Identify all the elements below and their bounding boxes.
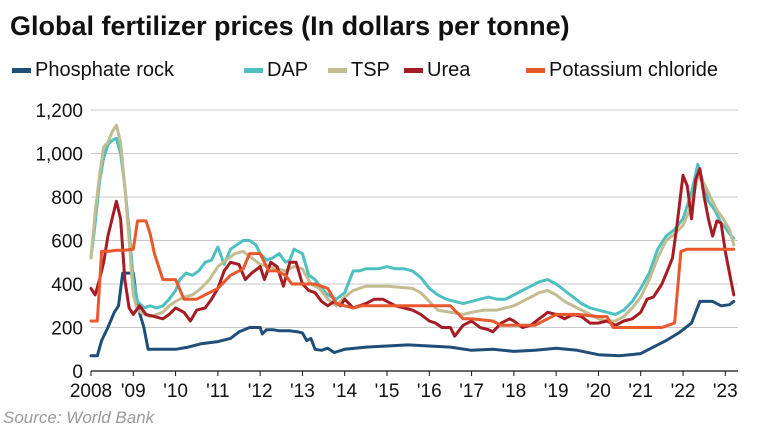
y-tick-label-800: 800 xyxy=(51,188,83,209)
legend-label-dap: DAP xyxy=(267,58,309,81)
legend-swatch-dap xyxy=(244,67,263,73)
x-tick-label-2015: '15 xyxy=(375,381,400,402)
x-tick-label-2010: '10 xyxy=(163,381,188,402)
y-tick-label-200: 200 xyxy=(51,319,83,340)
x-tick-label-2012: '12 xyxy=(248,381,273,402)
x-tick-label-2021: '21 xyxy=(628,381,653,402)
legend-swatch-phosphate-rock xyxy=(12,67,31,73)
legend: Phosphate rock DAP TSP Urea Potassium ch… xyxy=(8,56,769,84)
x-tick-label-2018: '18 xyxy=(501,381,526,402)
y-tick-label-1200: 1,200 xyxy=(35,101,83,122)
x-tick-label-2008: 2008 xyxy=(70,381,112,402)
series-line-phosphate-rock xyxy=(89,271,736,358)
series-line-urea xyxy=(89,167,736,338)
x-tick-label-2009: '09 xyxy=(121,381,146,402)
legend-label-potassium-chloride: Potassium chloride xyxy=(549,58,718,81)
axis-layer: 0 200 400 600 800 1,000 1,200 2008 '09 '10 '11 '12 '… xyxy=(35,101,738,402)
chart-title: Global fertilizer prices (In dollars per… xyxy=(10,11,570,41)
legend-swatch-urea xyxy=(404,67,423,73)
legend-swatch-potassium-chloride xyxy=(526,67,545,73)
legend-item-urea: Urea xyxy=(404,56,470,84)
x-tick-label-2013: '13 xyxy=(290,381,315,402)
x-tick-label-2014: '14 xyxy=(332,381,357,402)
x-tick-label-2022: '22 xyxy=(671,381,696,402)
series-line-potassium-chloride xyxy=(89,219,736,329)
x-tick-label-2019: '19 xyxy=(544,381,569,402)
x-tick-label-2017: '17 xyxy=(459,381,484,402)
legend-label-tsp: TSP xyxy=(351,58,390,81)
legend-item-dap: DAP xyxy=(244,56,308,84)
source-note: Source: World Bank xyxy=(3,408,155,427)
legend-swatch-tsp xyxy=(328,67,347,73)
x-tick-label-2020: '20 xyxy=(586,381,611,402)
legend-item-phosphate-rock: Phosphate rock xyxy=(12,56,174,84)
y-tick-label-400: 400 xyxy=(51,275,83,296)
legend-item-potassium-chloride: Potassium chloride xyxy=(526,56,718,84)
series-line-dap xyxy=(89,136,736,316)
x-tick-label-2016: '16 xyxy=(417,381,442,402)
legend-item-tsp: TSP xyxy=(328,56,390,84)
y-tick-label-0: 0 xyxy=(72,362,83,383)
y-tick-label-600: 600 xyxy=(51,232,83,253)
x-tick-label-2023: '23 xyxy=(713,381,738,402)
series-layer xyxy=(89,123,736,358)
y-tick-label-1000: 1,000 xyxy=(35,145,83,166)
legend-label-urea: Urea xyxy=(427,58,471,81)
legend-label-phosphate-rock: Phosphate rock xyxy=(35,58,174,81)
x-tick-label-2011: '11 xyxy=(206,381,229,402)
